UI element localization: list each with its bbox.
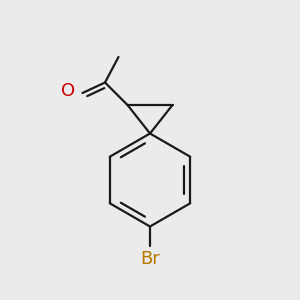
Text: Br: Br (140, 250, 160, 268)
Text: O: O (61, 82, 75, 100)
